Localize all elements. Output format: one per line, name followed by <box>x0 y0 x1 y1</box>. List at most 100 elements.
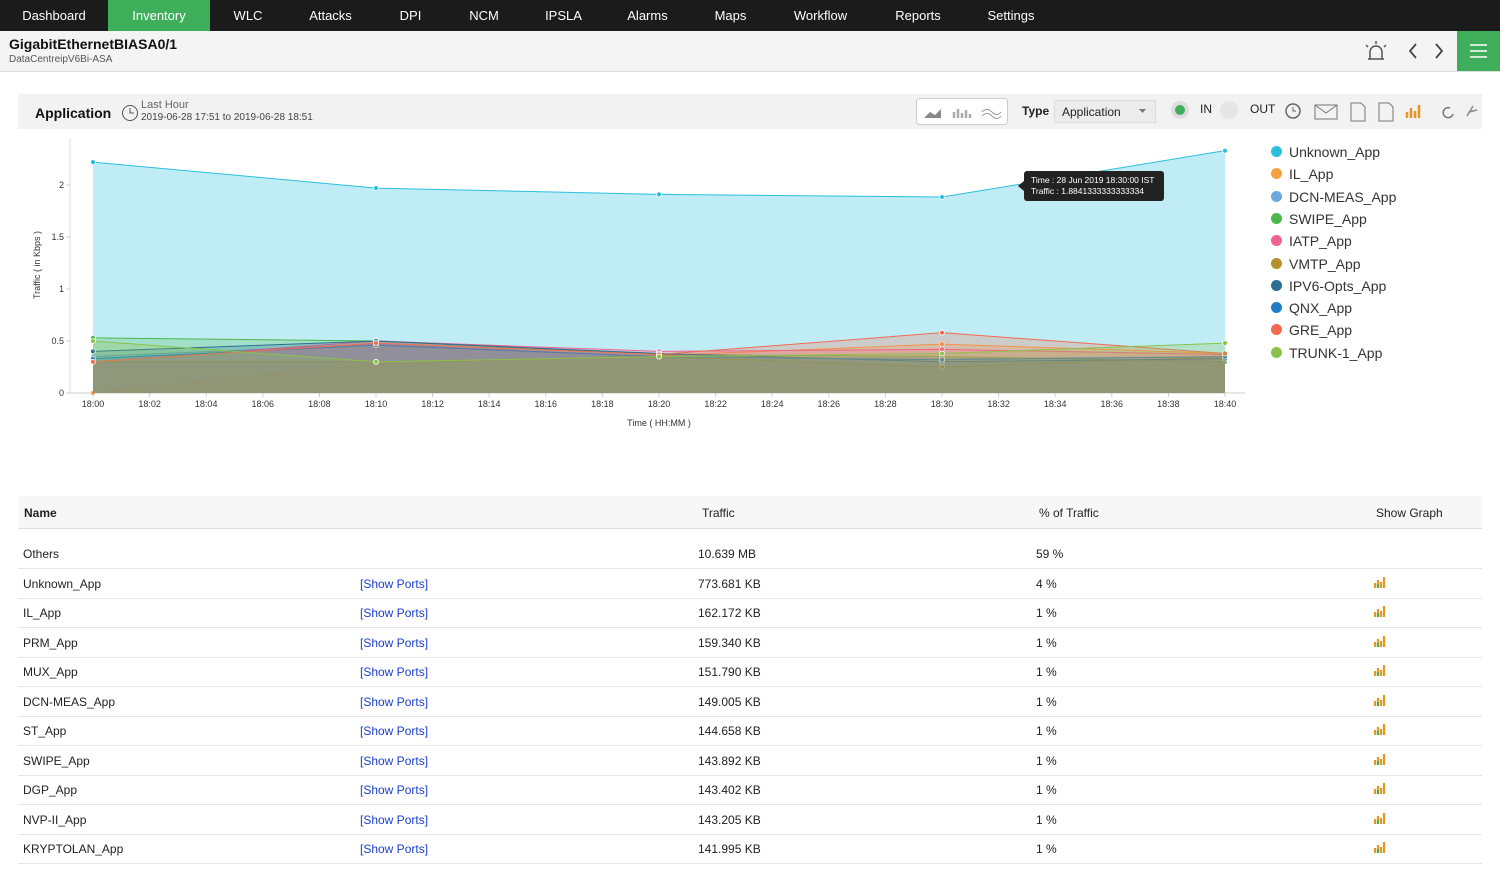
point <box>656 191 662 198</box>
point <box>90 358 96 365</box>
nav-item[interactable]: Reports <box>895 8 941 23</box>
percent-cell: 1 % <box>1036 606 1057 620</box>
legend-label[interactable]: Unknown_App <box>1289 144 1381 160</box>
legend-label[interactable]: GRE_App <box>1289 322 1353 339</box>
x-tick-label: 18:10 <box>365 399 388 409</box>
percent-cell: 1 % <box>1036 724 1057 738</box>
type-value: Application <box>1062 105 1121 119</box>
menu-button[interactable] <box>1457 31 1500 71</box>
x-tick-label: 18:18 <box>591 399 614 409</box>
area <box>93 332 1225 393</box>
traffic-cell: 141.995 KB <box>698 842 761 856</box>
in-label: IN <box>1200 102 1212 116</box>
nav-item[interactable]: Dashboard <box>22 8 86 23</box>
in-radio[interactable] <box>1170 100 1190 120</box>
point <box>1222 350 1228 357</box>
percent-cell: 1 % <box>1036 783 1057 797</box>
nav-item[interactable]: Attacks <box>309 8 352 23</box>
traffic-cell: 151.790 KB <box>698 665 761 679</box>
x-tick-label: 18:14 <box>478 399 501 409</box>
graph-icon[interactable] <box>1373 634 1387 648</box>
x-tick-label: 18:38 <box>1157 399 1180 409</box>
out-label: OUT <box>1250 102 1276 116</box>
chart: 0 0.5 1 1.5 2 18:00 18:02 18:04 18:06 18:08 18:10 1… <box>32 138 1245 428</box>
row-divider <box>18 597 1482 599</box>
y-tick-label: 0 <box>59 388 64 398</box>
nav-item[interactable]: Inventory <box>108 0 210 31</box>
graph-icon[interactable] <box>1373 781 1387 795</box>
graph-icon[interactable] <box>1373 693 1387 707</box>
nav-item[interactable]: Workflow <box>793 8 848 23</box>
legend-label[interactable]: SWIPE_App <box>1289 210 1367 227</box>
legend-swatch <box>1271 212 1282 224</box>
traffic-cell: 162.172 KB <box>698 606 761 620</box>
point <box>1222 340 1228 346</box>
x-tick-label: 18:40 <box>1214 399 1237 409</box>
tooltip-text: Traffic : 1.8841333333333334 <box>1031 186 1144 196</box>
traffic-cell: 143.402 KB <box>698 783 761 797</box>
percent-cell: 59 % <box>1036 547 1064 561</box>
show-ports-link[interactable]: [Show Ports] <box>360 665 429 679</box>
name-cell: MUX_App <box>23 665 78 679</box>
graph-icon[interactable] <box>1373 575 1387 589</box>
tooltip <box>1024 171 1164 202</box>
percent-cell: 1 % <box>1036 694 1057 709</box>
nav-item[interactable]: NCM <box>469 8 499 23</box>
action-icons[interactable] <box>1283 100 1483 124</box>
show-ports-link[interactable]: [Show Ports] <box>360 606 429 620</box>
x-tick-label: 18:36 <box>1101 399 1124 409</box>
show-ports-link[interactable]: [Show Ports] <box>360 724 429 738</box>
y-axis-label: Traffic ( in Kbps ) <box>32 231 42 299</box>
legend-label[interactable]: IPV6-Opts_App <box>1289 277 1387 294</box>
nav-item[interactable]: DPI <box>399 8 422 23</box>
legend-swatch <box>1271 168 1282 180</box>
nav-item[interactable]: Settings <box>987 8 1035 23</box>
show-ports-link[interactable]: [Show Ports] <box>360 635 429 650</box>
graph-icon[interactable] <box>1373 722 1387 736</box>
column-header[interactable]: Traffic <box>702 506 735 520</box>
x-axis-label: Time ( HH:MM ) <box>627 418 691 428</box>
show-ports-link[interactable]: [Show Ports] <box>360 842 429 856</box>
graph-icon[interactable] <box>1373 663 1387 677</box>
graph-icon[interactable] <box>1373 604 1387 618</box>
name-cell: PRM_App <box>23 635 78 650</box>
row-divider <box>18 568 1482 569</box>
legend-label[interactable]: DCN-MEAS_App <box>1289 188 1397 205</box>
legend-swatch <box>1271 146 1282 157</box>
header-icons[interactable] <box>1360 37 1450 65</box>
legend-swatch <box>1271 190 1282 202</box>
show-ports-link[interactable]: [Show Ports] <box>360 753 429 768</box>
out-radio[interactable] <box>1219 100 1239 120</box>
chart-type-switch[interactable] <box>916 98 1008 125</box>
legend-label[interactable]: TRUNK-1_App <box>1289 344 1383 361</box>
point <box>939 350 945 357</box>
nav-item[interactable]: Alarms <box>627 8 668 23</box>
legend-swatch <box>1271 346 1282 358</box>
show-ports-link[interactable]: [Show Ports] <box>360 783 429 797</box>
show-ports-link[interactable]: [Show Ports] <box>360 694 429 709</box>
type-select[interactable]: Application <box>1054 100 1156 123</box>
nav-item[interactable]: Maps <box>714 8 747 23</box>
table-header <box>18 496 1482 529</box>
nav-item[interactable]: WLC <box>233 8 263 23</box>
show-ports-link[interactable]: [Show Ports] <box>360 812 429 827</box>
nav-item[interactable]: IPSLA <box>545 8 582 23</box>
legend-label[interactable]: VMTP_App <box>1289 255 1361 272</box>
legend-label[interactable]: QNX_App <box>1289 300 1353 317</box>
legend-label[interactable]: IL_App <box>1289 166 1334 183</box>
graph-icon[interactable] <box>1373 840 1387 854</box>
point <box>656 353 662 360</box>
x-tick-label: 18:30 <box>931 399 954 409</box>
point <box>939 194 945 200</box>
graph-icon[interactable] <box>1373 811 1387 825</box>
legend-swatch <box>1271 324 1282 336</box>
percent-cell: 1 % <box>1036 812 1057 827</box>
legend-label[interactable]: IATP_App <box>1289 233 1352 250</box>
show-ports-link[interactable]: [Show Ports] <box>360 576 429 591</box>
graph-icon[interactable] <box>1373 752 1387 766</box>
column-header: % of Traffic <box>1039 506 1099 520</box>
point <box>90 338 96 344</box>
point <box>90 159 96 166</box>
